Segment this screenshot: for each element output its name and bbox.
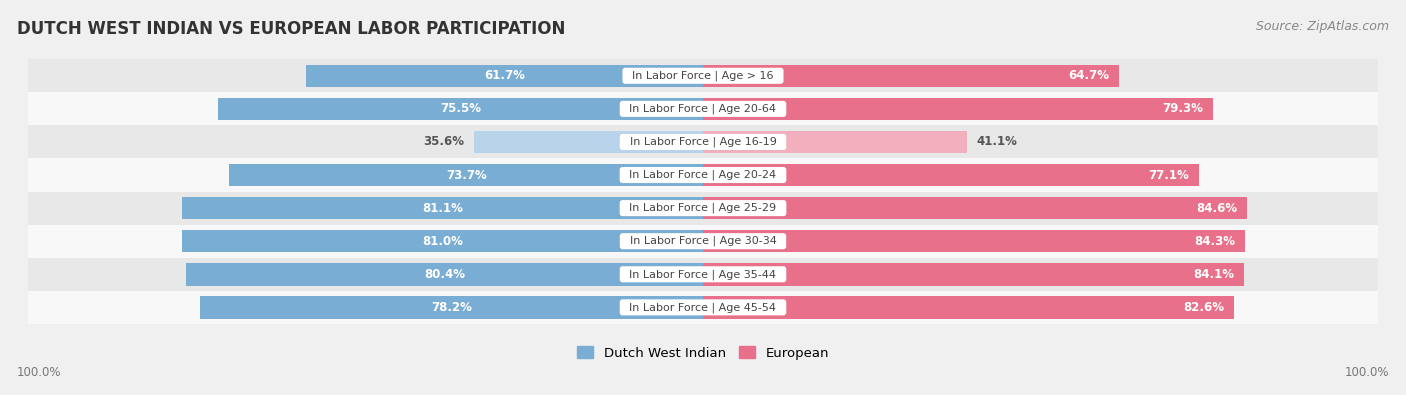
Bar bbox=[28, 291, 1378, 324]
Text: 84.3%: 84.3% bbox=[1194, 235, 1236, 248]
Text: In Labor Force | Age > 16: In Labor Force | Age > 16 bbox=[626, 71, 780, 81]
Bar bbox=[28, 225, 1378, 258]
Text: In Labor Force | Age 20-24: In Labor Force | Age 20-24 bbox=[623, 170, 783, 180]
Bar bbox=[703, 131, 967, 153]
Bar bbox=[28, 192, 1378, 225]
Bar bbox=[28, 158, 1378, 192]
Bar bbox=[201, 296, 703, 319]
Text: DUTCH WEST INDIAN VS EUROPEAN LABOR PARTICIPATION: DUTCH WEST INDIAN VS EUROPEAN LABOR PART… bbox=[17, 20, 565, 38]
Text: 84.6%: 84.6% bbox=[1197, 201, 1237, 214]
Bar bbox=[703, 263, 1243, 286]
Text: 41.1%: 41.1% bbox=[977, 135, 1018, 149]
Bar bbox=[703, 197, 1247, 219]
Text: 80.4%: 80.4% bbox=[425, 268, 465, 281]
Text: 64.7%: 64.7% bbox=[1069, 69, 1109, 82]
Text: 73.7%: 73.7% bbox=[446, 169, 486, 182]
Text: 84.1%: 84.1% bbox=[1192, 268, 1234, 281]
Bar bbox=[703, 98, 1213, 120]
Text: In Labor Force | Age 35-44: In Labor Force | Age 35-44 bbox=[623, 269, 783, 280]
Bar bbox=[229, 164, 703, 186]
Bar bbox=[703, 296, 1234, 319]
Bar bbox=[218, 98, 703, 120]
Text: 100.0%: 100.0% bbox=[1344, 366, 1389, 379]
Text: 81.1%: 81.1% bbox=[422, 201, 463, 214]
Text: 81.0%: 81.0% bbox=[422, 235, 463, 248]
Bar bbox=[28, 92, 1378, 126]
Text: 82.6%: 82.6% bbox=[1184, 301, 1225, 314]
Legend: Dutch West Indian, European: Dutch West Indian, European bbox=[572, 341, 834, 365]
Text: 100.0%: 100.0% bbox=[17, 366, 62, 379]
Text: 77.1%: 77.1% bbox=[1149, 169, 1189, 182]
Text: 75.5%: 75.5% bbox=[440, 102, 481, 115]
Bar bbox=[307, 64, 703, 87]
Text: 78.2%: 78.2% bbox=[432, 301, 472, 314]
Bar bbox=[703, 64, 1119, 87]
Bar bbox=[703, 230, 1244, 252]
Bar bbox=[28, 59, 1378, 92]
Bar bbox=[703, 164, 1198, 186]
Text: Source: ZipAtlas.com: Source: ZipAtlas.com bbox=[1256, 20, 1389, 33]
Text: 61.7%: 61.7% bbox=[484, 69, 526, 82]
Bar bbox=[186, 263, 703, 286]
Bar bbox=[181, 197, 703, 219]
Text: In Labor Force | Age 16-19: In Labor Force | Age 16-19 bbox=[623, 137, 783, 147]
Bar bbox=[28, 258, 1378, 291]
Text: In Labor Force | Age 20-64: In Labor Force | Age 20-64 bbox=[623, 103, 783, 114]
Text: In Labor Force | Age 25-29: In Labor Force | Age 25-29 bbox=[623, 203, 783, 213]
Bar bbox=[28, 125, 1378, 158]
Text: In Labor Force | Age 30-34: In Labor Force | Age 30-34 bbox=[623, 236, 783, 246]
Text: 79.3%: 79.3% bbox=[1163, 102, 1204, 115]
Text: 35.6%: 35.6% bbox=[423, 135, 464, 149]
Bar bbox=[474, 131, 703, 153]
Bar bbox=[183, 230, 703, 252]
Text: In Labor Force | Age 45-54: In Labor Force | Age 45-54 bbox=[623, 302, 783, 312]
